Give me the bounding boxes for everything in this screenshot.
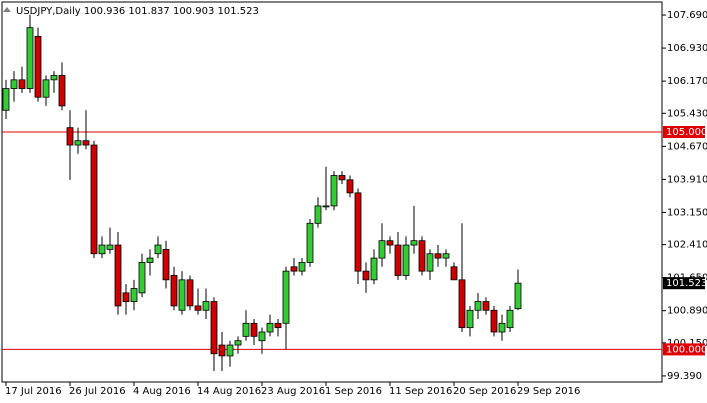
level-label: 100.000 [666, 344, 707, 355]
candle-body [18, 79, 26, 89]
candle-body [450, 266, 458, 281]
price-label: 101.523 [666, 278, 707, 289]
candle-body [410, 240, 418, 246]
y-tick-label: 103.910 [667, 174, 707, 185]
candle-body [418, 240, 426, 272]
candle-body [394, 244, 402, 276]
candle-body [82, 140, 90, 146]
candle-body [178, 279, 186, 311]
price-box [663, 277, 705, 290]
candle-body [42, 79, 50, 98]
x-tick-label: 11 Sep 2016 [389, 386, 452, 397]
candle-body [402, 244, 410, 276]
x-tick-label: 23 Aug 2016 [261, 386, 325, 397]
candle-body [386, 240, 394, 246]
candle-body [2, 88, 10, 111]
candle-body [242, 322, 250, 337]
candle-body [498, 322, 506, 333]
x-tick-label: 29 Sep 2016 [517, 386, 580, 397]
y-tick-label: 102.410 [667, 240, 707, 251]
candle-body [138, 262, 146, 294]
candle-body [370, 257, 378, 281]
y-tick-label: 100.890 [667, 306, 707, 317]
candle-body [442, 253, 450, 259]
candle-body [274, 322, 282, 329]
candle-body [314, 205, 322, 224]
x-tick-label: 14 Aug 2016 [197, 386, 261, 397]
candle-body [466, 309, 474, 329]
plot-frame [1, 1, 663, 383]
candle-body [354, 192, 362, 272]
candle-body [162, 248, 170, 281]
x-tick-label: 20 Sep 2016 [453, 386, 516, 397]
level-box [663, 343, 705, 356]
x-tick-label: 17 Jul 2016 [5, 386, 62, 397]
candle-body [58, 75, 66, 107]
candle-body [154, 244, 162, 255]
y-tick-label: 99.390 [667, 371, 702, 382]
candle-body [298, 262, 306, 272]
candle-body [202, 301, 210, 311]
candle-body [426, 253, 434, 272]
symbol-icon [3, 7, 11, 12]
y-tick-label: 103.150 [667, 207, 707, 218]
y-tick-label: 105.430 [667, 108, 707, 119]
candle-body [98, 244, 106, 255]
y-tick-label: 106.170 [667, 76, 707, 87]
candle-body [234, 340, 242, 346]
candle-body [458, 279, 466, 329]
candle-body [338, 175, 346, 181]
y-tick-label: 107.690 [667, 10, 707, 21]
candle-body [146, 257, 154, 263]
candle-body [282, 270, 290, 324]
y-tick-label: 104.670 [667, 141, 707, 152]
candle-body [34, 35, 42, 98]
candle-body [490, 309, 498, 333]
candle-body [434, 253, 442, 259]
level-box [663, 126, 705, 138]
candle-body [250, 322, 258, 337]
y-tick-label: 106.930 [667, 43, 707, 54]
candle-body [194, 305, 202, 311]
candle-body [258, 331, 266, 342]
candle-body [210, 301, 218, 355]
candle-body [186, 279, 194, 307]
x-tick-label: 26 Jul 2016 [69, 386, 126, 397]
candle-body [506, 309, 514, 329]
candle-body [266, 322, 274, 333]
candle-body [378, 240, 386, 259]
candle-body [346, 179, 354, 194]
candle-body [74, 140, 82, 146]
candle-body [122, 292, 130, 302]
candle-body [130, 288, 138, 302]
candle-body [218, 344, 226, 357]
candle-body [306, 222, 314, 263]
candle-body [10, 79, 18, 89]
candle-body [66, 127, 74, 146]
candle-body [482, 301, 490, 311]
candle-body [362, 270, 370, 281]
chart-title: USDJPY,Daily 100.936 101.837 100.903 101… [16, 6, 259, 17]
candle-body [474, 301, 482, 311]
candle-body [514, 282, 522, 310]
x-tick-label: 4 Aug 2016 [133, 386, 191, 397]
candle-body [50, 75, 58, 81]
candle-body [330, 175, 338, 207]
level-label: 105.000 [666, 127, 707, 138]
candle-body [26, 27, 34, 89]
candle-body [114, 244, 122, 307]
x-tick-label: 1 Sep 2016 [325, 386, 382, 397]
y-tick-label: 100.150 [667, 338, 707, 349]
candle-body [290, 266, 298, 272]
candle-body [226, 344, 234, 357]
candle-body [106, 244, 114, 250]
candle-body [170, 275, 178, 307]
candle-body [90, 144, 98, 255]
candle-body [322, 205, 330, 208]
